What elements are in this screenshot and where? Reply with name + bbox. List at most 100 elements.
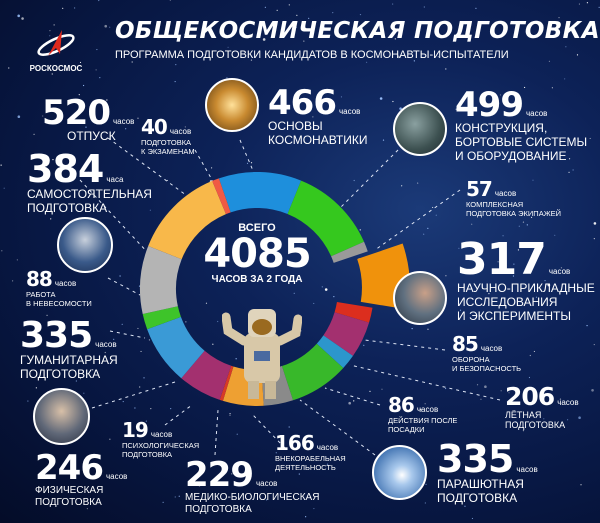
star — [471, 517, 474, 520]
segment-label-self-study: 384 часа Самостоятельная подготовка — [27, 147, 152, 215]
star — [210, 167, 213, 169]
star — [598, 6, 600, 9]
star — [427, 227, 429, 230]
donut-segment — [281, 343, 344, 401]
star — [98, 0, 100, 2]
star — [70, 98, 72, 100]
star — [75, 380, 77, 382]
star — [222, 276, 224, 278]
star — [134, 407, 136, 409]
star — [369, 390, 371, 392]
star — [246, 162, 249, 164]
donut-segment — [316, 335, 353, 369]
donut-segment — [218, 172, 302, 214]
star — [12, 280, 14, 282]
star — [288, 4, 290, 6]
star — [508, 392, 510, 394]
star — [530, 216, 533, 219]
segment-label-medical: 229 часов Медико-биологическая подготовка — [185, 455, 320, 515]
star — [348, 401, 351, 405]
star — [505, 145, 508, 147]
star — [16, 259, 18, 261]
star — [191, 478, 193, 480]
star — [358, 54, 360, 56]
total-value: 4085 — [203, 231, 311, 277]
star — [0, 164, 2, 166]
star — [425, 483, 427, 485]
star — [578, 3, 581, 5]
star — [323, 26, 325, 29]
star — [137, 433, 139, 435]
star — [392, 3, 394, 5]
star — [359, 13, 362, 16]
star — [413, 60, 415, 62]
star — [27, 400, 29, 402]
star — [589, 137, 591, 140]
segment-label-research: 317 часов Научно-прикладные исследования … — [457, 234, 595, 323]
star — [131, 61, 133, 63]
star — [554, 234, 556, 236]
donut-segment — [148, 180, 226, 260]
star — [397, 55, 400, 59]
star — [184, 33, 186, 36]
star — [576, 54, 579, 56]
star — [170, 407, 172, 410]
segment-label-zero-gravity: 88 часов Работа в невесомости — [26, 267, 92, 308]
star — [55, 69, 57, 71]
star — [394, 38, 396, 40]
star — [217, 320, 219, 323]
segment-label-humanities: 335 часов Гуманитарная подготовка — [20, 315, 118, 381]
star — [548, 60, 551, 62]
star — [359, 229, 361, 231]
star — [162, 501, 164, 503]
star — [580, 484, 582, 486]
star — [568, 171, 570, 173]
star — [476, 384, 479, 386]
star — [46, 314, 48, 316]
photo-parachute — [372, 445, 427, 500]
star — [282, 279, 284, 281]
star — [235, 358, 237, 360]
star — [522, 430, 525, 432]
star — [353, 179, 355, 182]
star — [227, 46, 229, 48]
star — [559, 398, 562, 400]
star — [262, 38, 266, 41]
star — [593, 343, 595, 346]
donut-segment — [212, 178, 231, 215]
segment-label-post-landing: 86 часов Действия после посадки — [388, 393, 458, 434]
star — [401, 185, 403, 187]
star — [353, 400, 355, 402]
star — [174, 80, 176, 83]
page-subtitle: ПРОГРАММА ПОДГОТОВКИ КАНДИДАТОВ В КОСМОН… — [115, 49, 509, 61]
star — [502, 235, 504, 237]
star — [236, 433, 238, 435]
star — [137, 327, 139, 330]
segment-label-exams: 40 часов Подготовка к экзаменам — [141, 115, 195, 156]
star — [513, 263, 515, 265]
astronaut-icon — [222, 309, 302, 399]
star — [113, 338, 115, 340]
segment-label-crew-training: 57 часов Комплексная подготовка экипажей — [466, 177, 562, 218]
star — [379, 97, 383, 100]
photo-cosmonaut-module — [393, 102, 447, 156]
star — [145, 420, 147, 422]
segment-label-flight: 206 часов Лётная подготовка — [505, 382, 579, 431]
star — [52, 159, 54, 161]
star — [475, 7, 477, 9]
star — [33, 133, 35, 135]
star — [96, 48, 98, 51]
star — [50, 218, 52, 220]
star — [83, 392, 85, 394]
star — [288, 426, 290, 428]
donut-segment — [334, 301, 373, 323]
star — [42, 115, 44, 117]
star — [21, 17, 24, 20]
donut-segment — [219, 365, 234, 401]
star — [522, 221, 525, 223]
star — [424, 403, 426, 405]
star — [139, 386, 141, 388]
star — [125, 128, 127, 130]
roscosmos-logo: РОСКОСМОС — [26, 28, 86, 73]
star — [518, 225, 520, 227]
